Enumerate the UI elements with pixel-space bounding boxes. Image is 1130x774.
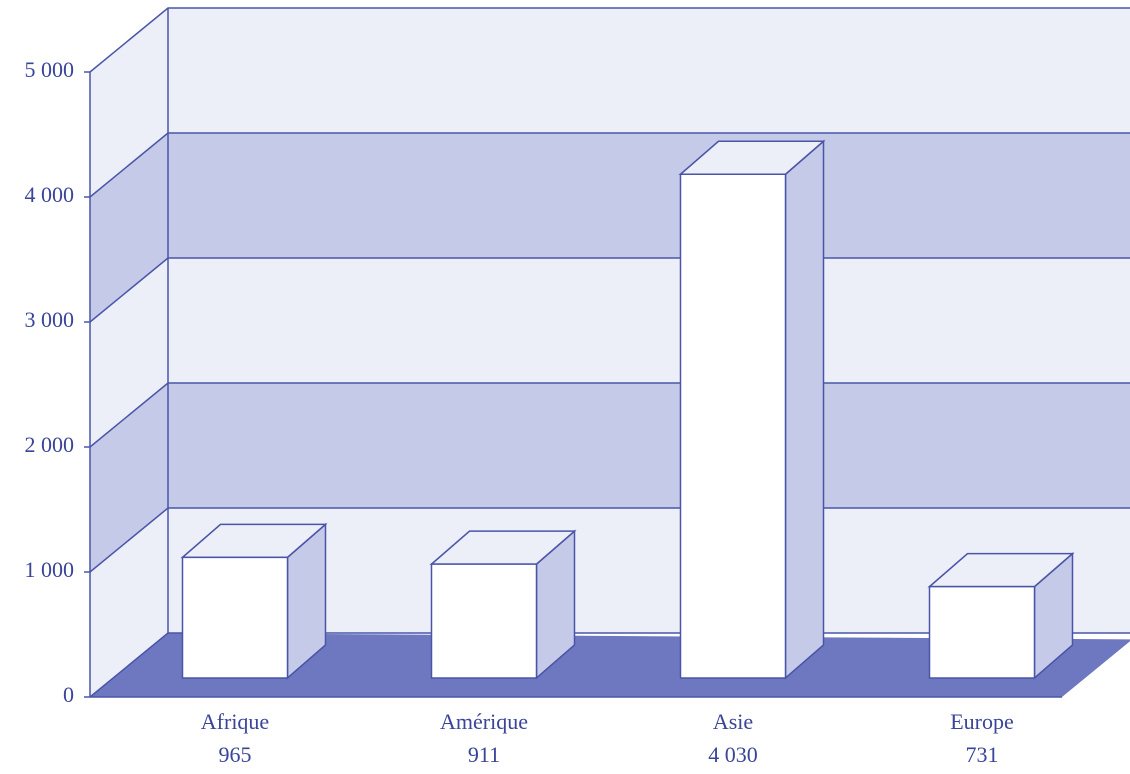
bar-side	[784, 139, 825, 680]
y-tick-label: 5 000	[25, 57, 75, 82]
side-band	[90, 133, 168, 322]
y-tick-label: 4 000	[25, 182, 75, 207]
bar	[430, 563, 538, 679]
y-tick-label: 0	[63, 682, 74, 707]
wall-band	[168, 133, 1130, 258]
value-label: 965	[219, 742, 252, 767]
bar	[928, 585, 1036, 679]
y-tick-label: 2 000	[25, 432, 75, 457]
y-tick-label: 1 000	[25, 557, 75, 582]
bar	[181, 556, 289, 679]
side-wall	[90, 8, 168, 697]
y-tick-label: 3 000	[25, 307, 75, 332]
wall-band	[168, 383, 1130, 508]
x-tick-label: Europe	[950, 709, 1014, 734]
side-band	[90, 383, 168, 572]
value-label: 911	[468, 742, 500, 767]
floor	[90, 633, 1130, 697]
value-label: 731	[966, 742, 999, 767]
x-tick-label: Afrique	[201, 709, 269, 734]
x-tick-label: Asie	[713, 709, 753, 734]
value-label: 4 030	[708, 742, 758, 767]
x-tick-label: Amérique	[440, 709, 528, 734]
bar	[679, 173, 787, 679]
